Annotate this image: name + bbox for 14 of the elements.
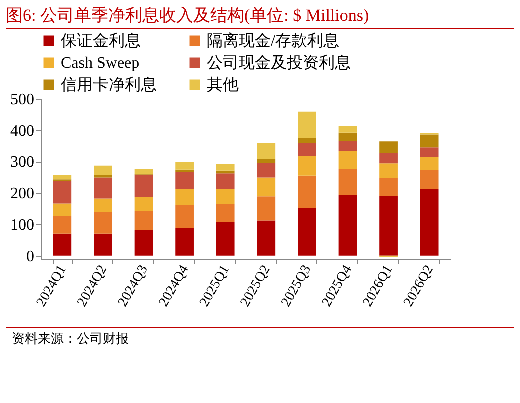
- y-tick-label: 200: [10, 186, 34, 203]
- y-tick-label: 100: [10, 216, 34, 234]
- text: 资料来源：公司财报: [6, 327, 514, 348]
- legend-label: 保证金利息: [61, 32, 141, 50]
- y-tick-label: 0: [26, 248, 34, 266]
- legend-label: 其他: [207, 76, 239, 94]
- y-tick-label: 400: [10, 122, 34, 140]
- chart-title: 图6: 公司单季净利息收入及结构(单位: $ Millions): [5, 5, 370, 27]
- legend-label: 隔离现金/存款利息: [207, 32, 340, 50]
- legend-label: 公司现金及投资利息: [207, 54, 351, 72]
- y-tick-label: 500: [10, 92, 34, 108]
- legend-label: 信用卡净利息: [61, 76, 157, 94]
- legend-label: Cash Sweep: [61, 55, 140, 72]
- y-tick-label: 300: [10, 154, 34, 172]
